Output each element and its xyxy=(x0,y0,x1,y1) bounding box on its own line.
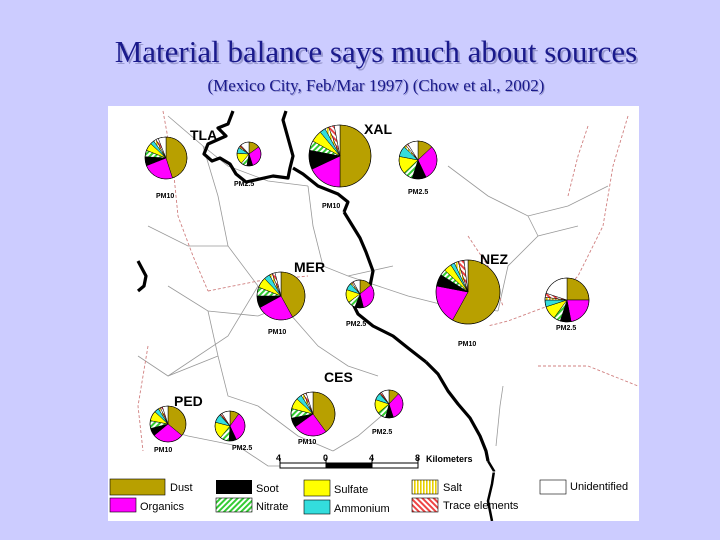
legend-label-salt: Salt xyxy=(443,482,462,494)
map-panel: TLA XAL MER NEZ CES PED PM10 PM2.5 PM10 … xyxy=(108,106,639,521)
legend-swatch-trace xyxy=(411,497,439,513)
site-label-tla: TLA xyxy=(190,127,217,143)
legend-swatch-organics xyxy=(109,497,137,513)
legend-label-unidentified: Unidentified xyxy=(570,481,628,493)
label-nez-pm10: PM10 xyxy=(458,341,476,348)
pie-outline-ces-pm2-5 xyxy=(374,389,404,419)
label-nez-pm25: PM2.5 xyxy=(556,325,576,332)
scale-tick-0: 4 xyxy=(276,453,281,463)
site-label-ped: PED xyxy=(174,393,203,409)
legend-label-trace: Trace elements xyxy=(443,500,519,512)
label-xal-pm10: PM10 xyxy=(322,203,340,210)
pie-nez-pm2-5 xyxy=(544,277,590,323)
label-ces-pm25: PM2.5 xyxy=(372,429,392,436)
state-limits xyxy=(137,110,639,452)
pie-outline-nez-pm2-5 xyxy=(544,277,590,323)
legend-swatch-ammonium xyxy=(303,499,331,515)
legend-label-nitrate: Nitrate xyxy=(256,501,288,513)
label-xal-pm25: PM2.5 xyxy=(408,189,428,196)
legend-label-organics: Organics xyxy=(140,501,185,513)
slide-title: Material balance says much about sources xyxy=(114,34,638,69)
pie-outline-tla-pm10 xyxy=(144,136,188,180)
pie-xal-pm2-5 xyxy=(398,140,438,180)
scale-tick-3: 8 xyxy=(415,453,420,463)
label-tla-pm25: PM2.5 xyxy=(234,181,254,188)
legend-label-ammonium: Ammonium xyxy=(334,503,390,515)
legend-swatch-unidentified xyxy=(539,479,567,495)
scale-bar: 4 0 4 8 Kilometers xyxy=(276,453,473,469)
legend-label-soot: Soot xyxy=(256,483,279,495)
pie-tla-pm10 xyxy=(144,136,188,180)
label-tla-pm10: PM10 xyxy=(156,193,174,200)
label-mer-pm10: PM10 xyxy=(268,329,286,336)
pie-ces-pm10 xyxy=(290,391,336,437)
legend-swatch-nitrate xyxy=(215,497,253,513)
site-label-xal: XAL xyxy=(364,121,392,137)
pie-mer-pm2-5 xyxy=(345,279,375,309)
pie-tla-pm2-5 xyxy=(236,141,262,167)
pie-ped-pm2-5 xyxy=(214,410,246,442)
federal-district-boundary xyxy=(136,110,490,462)
pie-ces-pm2-5 xyxy=(374,389,404,419)
pie-ped-pm10 xyxy=(149,405,187,443)
label-mer-pm25: PM2.5 xyxy=(346,321,366,328)
pie-layer xyxy=(144,124,590,443)
legend-swatch-salt xyxy=(411,479,439,495)
pie-outline-ces-pm10 xyxy=(290,391,336,437)
pie-outline-ped-pm10 xyxy=(149,405,187,443)
scale-tick-1: 0 xyxy=(323,453,328,463)
scale-unit: Kilometers xyxy=(426,454,473,464)
legend-label-sulfate: Sulfate xyxy=(334,484,368,496)
label-ped-pm25: PM2.5 xyxy=(232,445,252,452)
pie-slice-nez-pm2-5-dust xyxy=(566,277,590,301)
legend: Dust Organics Soot Nitrate Sulfate Ammon… xyxy=(108,471,639,515)
pie-nez-pm10 xyxy=(435,259,501,325)
pie-outline-xal-pm2-5 xyxy=(398,140,438,180)
legend-swatch-sulfate xyxy=(303,479,331,497)
east-boundary-line xyxy=(486,460,496,521)
site-label-mer: MER xyxy=(294,259,325,275)
site-label-ces: CES xyxy=(324,369,353,385)
pie-outline-ped-pm2-5 xyxy=(214,410,246,442)
legend-label-dust: Dust xyxy=(170,482,193,494)
map-diagram: TLA XAL MER NEZ CES PED PM10 PM2.5 PM10 … xyxy=(108,110,639,521)
east-edge-line xyxy=(495,385,504,447)
pie-outline-xal-pm10 xyxy=(308,124,372,188)
pie-xal-pm10 xyxy=(308,124,372,188)
label-ped-pm10: PM10 xyxy=(154,447,172,454)
pie-outline-nez-pm10 xyxy=(435,259,501,325)
pie-mer-pm10 xyxy=(256,271,306,321)
legend-swatch-dust xyxy=(109,478,166,496)
site-label-nez: NEZ xyxy=(480,251,508,267)
label-ces-pm10: PM10 xyxy=(298,439,316,446)
pie-outline-mer-pm2-5 xyxy=(345,279,375,309)
scale-tick-2: 4 xyxy=(369,453,374,463)
slide-subtitle: (Mexico City, Feb/Mar 1997) (Chow et al.… xyxy=(207,76,545,95)
legend-swatch-soot xyxy=(216,480,252,494)
pie-outline-tla-pm2-5 xyxy=(236,141,262,167)
pie-outline-mer-pm10 xyxy=(256,271,306,321)
